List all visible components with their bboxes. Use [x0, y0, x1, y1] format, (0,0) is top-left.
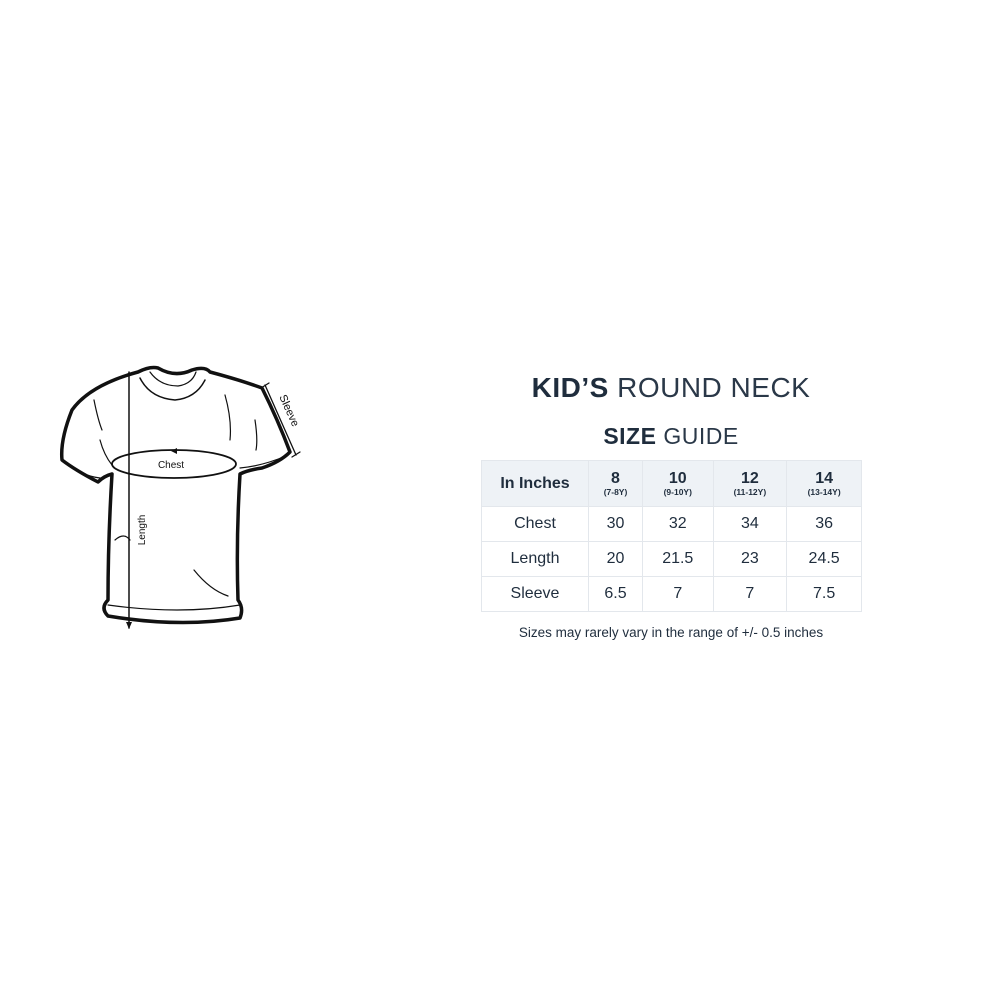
- size-value: 14: [815, 470, 834, 487]
- title-bold: KID’S: [531, 372, 609, 403]
- title-light: ROUND NECK: [617, 372, 811, 403]
- header-row: In Inches 8 (7-8Y) 10 (9-10Y) 12 (11-12Y) 1…: [481, 460, 862, 507]
- tshirt-diagram: Chest Length Sleeve: [59, 365, 301, 629]
- title-line-1: KID’S ROUND NECK: [480, 372, 862, 404]
- age-range: (7-8Y): [603, 487, 628, 497]
- size-value: 8: [611, 470, 620, 487]
- cell: 34: [712, 506, 788, 542]
- length-arrow-icon: [126, 622, 132, 629]
- tshirt-outline: [59, 365, 292, 625]
- age-range: (11-12Y): [733, 487, 767, 497]
- row-label: Chest: [481, 506, 589, 542]
- cell: 36: [786, 506, 862, 542]
- size-header: 12 (11-12Y): [712, 460, 788, 507]
- cell: 6.5: [587, 576, 644, 612]
- cell: 32: [642, 506, 714, 542]
- length-label: Length: [137, 515, 148, 546]
- cell: 30: [587, 506, 644, 542]
- cell: 7.5: [786, 576, 862, 612]
- chest-arrow-icon: [171, 448, 177, 454]
- chest-label: Chest: [158, 460, 184, 471]
- age-range: (13-14Y): [807, 487, 841, 497]
- row-label: Sleeve: [481, 576, 589, 612]
- table-row: Sleeve 6.5 7 7 7.5: [481, 576, 862, 612]
- table-row: Length 20 21.5 23 24.5: [481, 541, 862, 577]
- size-value: 10: [668, 470, 687, 487]
- cell: 7: [642, 576, 714, 612]
- size-variance-note: Sizes may rarely vary in the range of +/…: [518, 625, 824, 640]
- cell: 21.5: [642, 541, 714, 577]
- size-header: 8 (7-8Y): [587, 460, 644, 507]
- size-header: 14 (13-14Y): [786, 460, 862, 507]
- corner-header: In Inches: [481, 460, 589, 507]
- subtitle-light: GUIDE: [663, 423, 739, 449]
- size-header: 10 (9-10Y): [642, 460, 714, 507]
- cell: 23: [712, 541, 788, 577]
- size-value: 12: [740, 470, 759, 487]
- age-range: (9-10Y): [663, 487, 692, 497]
- title-line-2: SIZE GUIDE: [480, 423, 862, 450]
- size-table: In Inches 8 (7-8Y) 10 (9-10Y) 12 (11-12Y) 1…: [481, 460, 862, 612]
- cell: 20: [587, 541, 644, 577]
- row-label: Length: [481, 541, 589, 577]
- cell: 24.5: [786, 541, 862, 577]
- table-row: Chest 30 32 34 36: [481, 506, 862, 542]
- subtitle-bold: SIZE: [603, 423, 657, 449]
- sleeve-measure-line: [264, 384, 297, 456]
- cell: 7: [712, 576, 788, 612]
